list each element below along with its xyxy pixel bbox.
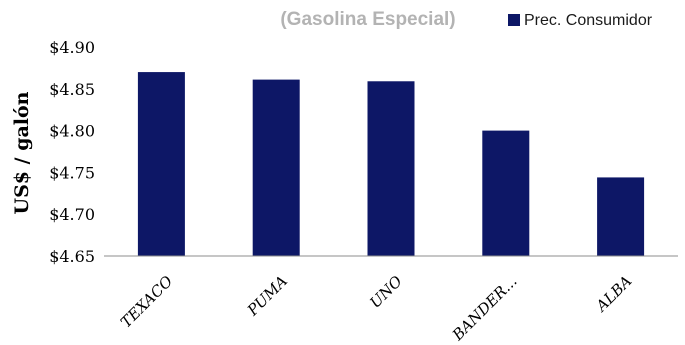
bars [137,72,645,256]
y-tick-label: $4.65 [49,247,95,266]
legend-label: Prec. Consumidor [524,12,653,29]
y-axis-ticks: $4.65 $4.70 $4.75 $4.80 $4.85 $4.90 [49,38,95,266]
y-tick-label: $4.80 [49,122,95,141]
x-tick-label: PUMA [243,272,291,320]
y-tick-label: $4.75 [49,163,95,182]
bar [137,72,185,256]
x-tick-label: UNO [366,272,406,312]
bar [367,81,415,256]
y-axis-label: US$ / galón [11,91,33,214]
bar [252,79,300,256]
x-axis-ticks: TEXACO PUMA UNO BANDER... ALBA [117,272,636,345]
bar [482,130,530,256]
x-tick-label: TEXACO [117,272,176,331]
x-tick-label: ALBA [591,272,635,316]
bar [597,177,645,256]
y-tick-label: $4.90 [49,38,95,57]
x-tick-label: BANDER... [448,272,521,345]
chart-subtitle: (Gasolina Especial) [280,9,455,30]
legend-swatch [508,14,520,26]
y-tick-label: $4.70 [49,205,95,224]
y-tick-label: $4.85 [49,80,95,99]
